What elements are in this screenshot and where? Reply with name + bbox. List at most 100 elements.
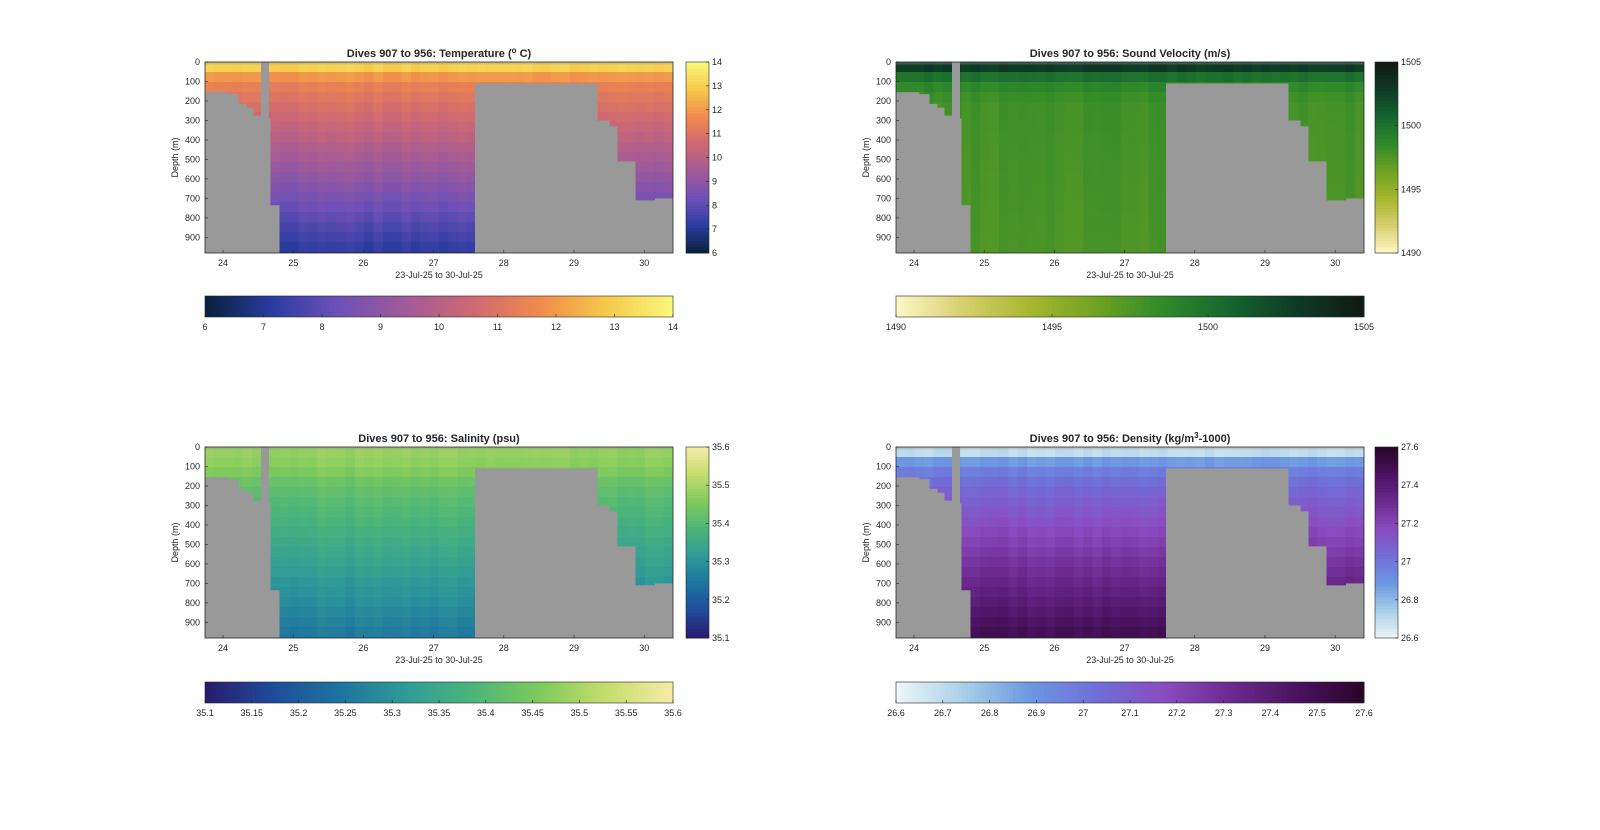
- colorbar-tick-label: 11: [712, 129, 721, 139]
- y-tick-label: 100: [876, 76, 891, 86]
- colorbar-tick-label: 35.3: [712, 557, 730, 567]
- vertical-colorbar: 26.6 26.8 27 27.2 27.4 27.6: [1374, 442, 1419, 643]
- mask-segment: [205, 477, 229, 638]
- y-tick-label: 200: [185, 96, 200, 106]
- y-tick-label: 600: [876, 174, 891, 184]
- panel-temperature: 0 100 200 300 400 500 600 700 800 900 24 25 26 27 28 29…: [170, 46, 722, 445]
- mask-segment: [475, 468, 598, 638]
- y-tick-label: 900: [876, 232, 891, 242]
- colorbar-frame: [685, 446, 710, 639]
- horizontal-colorbar: 6 7 8 9 10 11 12 13 14: [202, 295, 678, 332]
- mask-segment: [228, 94, 239, 253]
- y-tick-label: 100: [876, 461, 891, 471]
- heatmap-temperature: [205, 62, 673, 445]
- mask-segment: [970, 254, 1167, 445]
- colorbar-tick-label: 27.1: [1121, 708, 1139, 718]
- y-tick-label: 100: [185, 76, 200, 86]
- colorbar-tick-label: 26.6: [887, 708, 905, 718]
- chart-title: Dives 907 to 956: Sound Velocity (m/s): [1030, 48, 1231, 60]
- y-tick-label: 500: [185, 154, 200, 164]
- colorbar-tick-label: 6: [202, 322, 207, 332]
- mask-segment: [919, 94, 930, 253]
- mask-segment: [944, 500, 953, 638]
- mask-segment: [261, 118, 271, 253]
- y-tick-label: 900: [185, 617, 200, 627]
- mask-gap: [952, 447, 960, 507]
- mask-segment: [937, 492, 945, 638]
- colorbar-frame: [1374, 446, 1399, 639]
- mask-segment: [896, 92, 920, 253]
- colorbar-tick-label: 35.55: [615, 708, 638, 718]
- x-axis-label: 23-Jul-25 to 30-Jul-25: [1086, 270, 1174, 280]
- colorbar-tick-label: 26.7: [934, 708, 952, 718]
- x-tick-label: 28: [499, 643, 509, 653]
- x-tick-label: 29: [569, 643, 579, 653]
- x-tick-label: 29: [1260, 258, 1270, 268]
- colorbar-tick-label: 35.25: [334, 708, 357, 718]
- colorbar-tick-label: 35.35: [428, 708, 451, 718]
- colorbar-tick-label: 35.15: [241, 708, 264, 718]
- heatmap-sound_velocity: [896, 62, 1364, 445]
- mask-segment: [609, 511, 618, 638]
- colorbar-tick-label: 35.6: [664, 708, 682, 718]
- y-tick-label: 900: [185, 232, 200, 242]
- colorbar-tick-label: 8: [712, 200, 717, 210]
- y-axis-label: Depth (m): [170, 137, 180, 177]
- vertical-colorbar: 35.1 35.2 35.3 35.4 35.5 35.6: [685, 442, 730, 643]
- colorbar-tick-label: 27: [1401, 557, 1411, 567]
- colorbar-tick-label: 10: [712, 153, 722, 163]
- surface-mask: [896, 62, 1364, 65]
- y-tick-label: 400: [876, 135, 891, 145]
- x-axis-label: 23-Jul-25 to 30-Jul-25: [1086, 655, 1174, 665]
- x-tick-label: 29: [1260, 643, 1270, 653]
- vertical-colorbar: 1490 1495 1500 1505: [1374, 57, 1421, 258]
- surface-mask: [896, 447, 1364, 450]
- mask-segment: [1346, 198, 1364, 253]
- mask-segment: [475, 83, 598, 253]
- colorbar-tick-label: 6: [712, 248, 717, 258]
- x-tick-label: 25: [288, 258, 298, 268]
- mask-segment: [1288, 120, 1301, 253]
- x-tick-label: 25: [288, 643, 298, 653]
- y-tick-label: 0: [886, 442, 891, 452]
- horizontal-colorbar: 26.6 26.7 26.8 26.9 27 27.1 27.2 27.3 27.4 27.5 27…: [887, 681, 1373, 718]
- x-tick-label: 24: [218, 258, 228, 268]
- colorbar-tick-label: 1490: [1401, 248, 1421, 258]
- plot-frame: [895, 61, 1365, 254]
- colorbar-tick-label: 35.1: [196, 708, 214, 718]
- colorbar-tick-label: 9: [712, 176, 717, 186]
- colorbar-tick-label: 13: [609, 322, 619, 332]
- y-tick-label: 600: [185, 559, 200, 569]
- mask-segment: [279, 639, 476, 830]
- surface-mask: [205, 62, 673, 65]
- mask-segment: [952, 118, 962, 253]
- colorbar-tick-label: 12: [551, 322, 561, 332]
- chart-title: Dives 907 to 956: Temperature (o C): [347, 46, 532, 60]
- mask-segment: [279, 254, 476, 445]
- colorbar-tick-label: 26.8: [981, 708, 999, 718]
- mask-segment: [238, 103, 247, 253]
- y-tick-label: 200: [185, 481, 200, 491]
- y-tick-label: 0: [195, 442, 200, 452]
- y-tick-label: 100: [185, 461, 200, 471]
- y-tick-label: 600: [876, 559, 891, 569]
- y-tick-label: 300: [185, 115, 200, 125]
- panel-sound_velocity: 0 100 200 300 400 500 600 700 800 900 24 25 26 27 28 29…: [861, 48, 1421, 445]
- y-axis-label: Depth (m): [170, 522, 180, 562]
- colorbar-tick-label: 27.6: [1355, 708, 1373, 718]
- y-tick-label: 400: [185, 520, 200, 530]
- y-axis-label: Depth (m): [861, 137, 871, 177]
- x-tick-label: 28: [1190, 643, 1200, 653]
- mask-gap: [261, 62, 269, 122]
- y-tick-label: 600: [185, 174, 200, 184]
- colorbar-tick-label: 27.3: [1215, 708, 1233, 718]
- horizontal-colorbar: 1490 1495 1500 1505: [886, 295, 1374, 332]
- horizontal-colorbar: 35.1 35.15 35.2 35.25 35.3 35.35 35.4 35.45 35.5…: [196, 681, 682, 718]
- colorbar-tick-label: 35.2: [712, 595, 730, 605]
- y-tick-label: 800: [185, 213, 200, 223]
- colorbar-tick-label: 35.2: [290, 708, 308, 718]
- heatmap-density: [896, 447, 1364, 638]
- y-tick-label: 300: [185, 500, 200, 510]
- colorbar-tick-label: 35.4: [477, 708, 495, 718]
